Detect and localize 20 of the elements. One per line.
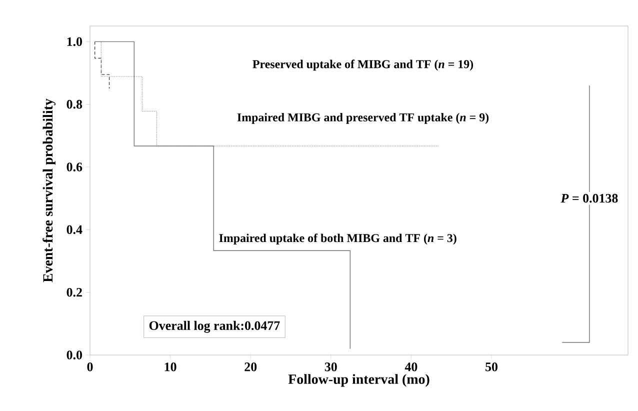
x-tick-label: 50 <box>486 362 498 372</box>
annotation: Preserved uptake of MIBG and TF (n = 19) <box>252 60 474 71</box>
line-series <box>94 41 110 90</box>
annotation: Impaired MIBG and preserved TF uptake (n = 9) <box>237 113 489 124</box>
annotation: Overall log rank:0.0477 <box>149 320 280 333</box>
annotation: P = 0.0138 <box>560 194 618 203</box>
x-tick-label: 40 <box>404 362 418 372</box>
y-tick-label: 0.2 <box>66 288 82 297</box>
x-tick-label: 30 <box>324 362 337 372</box>
y-axis-title: Event-free survival probability <box>42 98 56 282</box>
x-axis-title: Follow-up interval (mo) <box>288 374 430 387</box>
y-tick-label: 1.0 <box>67 37 82 46</box>
y-tick-label: 0.8 <box>66 100 82 109</box>
x-tick-label: 20 <box>244 362 257 372</box>
x-tick-label: 0 <box>87 362 93 372</box>
x-tick-label: 10 <box>164 362 176 372</box>
annotation: Impaired uptake of both MIBG and TF (n = 3) <box>219 234 456 245</box>
y-tick-label: 0.0 <box>66 350 82 360</box>
y-tick-label: 0.4 <box>66 225 82 234</box>
y-tick-label: 0.6 <box>66 162 82 172</box>
